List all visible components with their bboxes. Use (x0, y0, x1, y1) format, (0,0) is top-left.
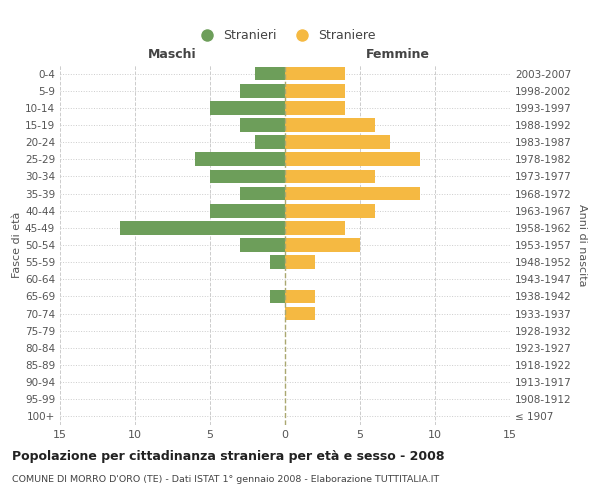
Bar (210, 204, 285, 218)
Bar (285, 290, 315, 304)
Text: Popolazione per cittadinanza straniera per età e sesso - 2008: Popolazione per cittadinanza straniera p… (12, 450, 445, 463)
Text: Femmine: Femmine (365, 48, 430, 62)
Bar (285, 170, 375, 183)
Bar (240, 186, 285, 200)
Bar (285, 101, 345, 114)
Bar (255, 66, 285, 80)
Bar (285, 84, 345, 98)
Bar (285, 118, 375, 132)
Y-axis label: Fasce di età: Fasce di età (12, 212, 22, 278)
Bar (240, 238, 285, 252)
Bar (285, 238, 360, 252)
Bar (285, 152, 420, 166)
Bar (240, 118, 285, 132)
Legend: Stranieri, Straniere: Stranieri, Straniere (190, 24, 380, 48)
Bar (285, 136, 390, 149)
Bar (120, 221, 285, 234)
Bar (195, 152, 285, 166)
Bar (285, 221, 345, 234)
Text: COMUNE DI MORRO D'ORO (TE) - Dati ISTAT 1° gennaio 2008 - Elaborazione TUTTITALI: COMUNE DI MORRO D'ORO (TE) - Dati ISTAT … (12, 475, 439, 484)
Bar (270, 290, 285, 304)
Bar (285, 256, 315, 269)
Text: Maschi: Maschi (148, 48, 197, 62)
Bar (285, 66, 345, 80)
Bar (240, 84, 285, 98)
Bar (210, 170, 285, 183)
Bar (285, 204, 375, 218)
Y-axis label: Anni di nascita: Anni di nascita (577, 204, 587, 286)
Bar (270, 256, 285, 269)
Bar (285, 306, 315, 320)
Bar (285, 186, 420, 200)
Bar (255, 136, 285, 149)
Bar (210, 101, 285, 114)
